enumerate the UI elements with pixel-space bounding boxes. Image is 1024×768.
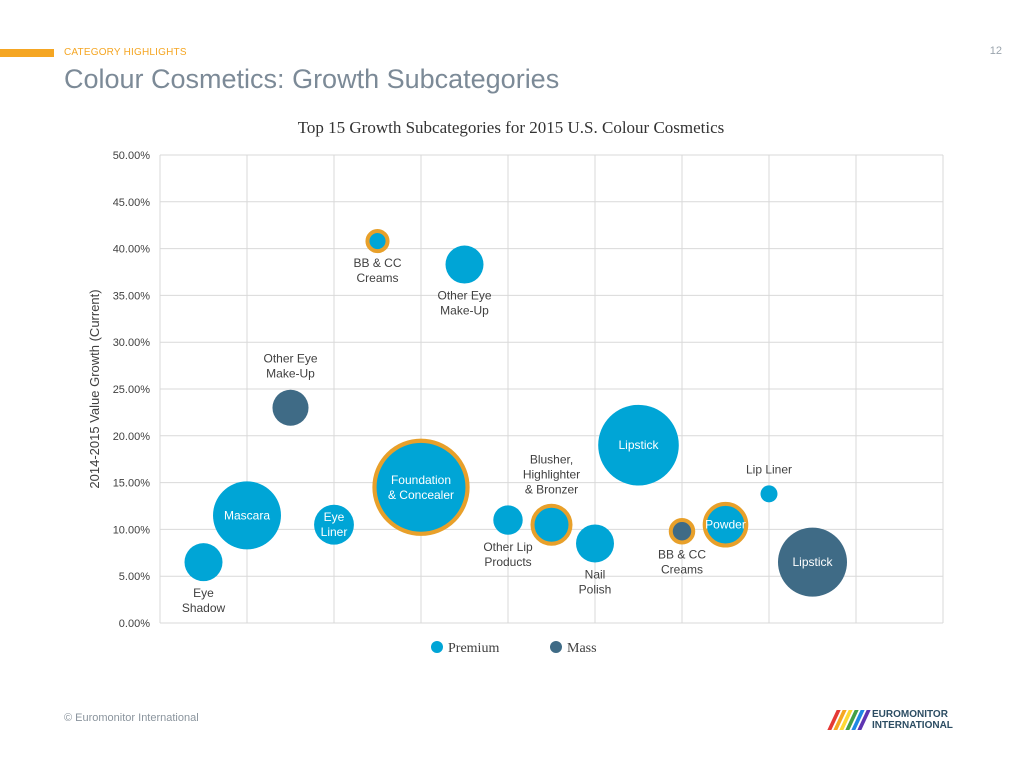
bubble	[445, 245, 484, 284]
bubble-label: BB & CC Creams	[658, 548, 706, 577]
y-tick-label: 20.00%	[113, 431, 151, 443]
y-tick-labels: 0.00% 5.00% 10.00% 15.00% 20.00% 25.00% 30.00%…	[113, 150, 151, 630]
bubble-label: Powder	[705, 518, 746, 532]
bubble-label: BB & CC Creams	[353, 256, 401, 285]
bubble	[314, 504, 354, 545]
bubble-label: Other Eye Make-Up	[437, 289, 491, 318]
y-tick-label: 25.00%	[113, 384, 151, 396]
data-labels: Eye Shadow Mascara Other Eye Make-Up Eye Liner…	[182, 256, 834, 615]
bubble	[372, 438, 470, 536]
bubble-label: Lipstick	[618, 438, 659, 452]
bubble	[213, 481, 281, 550]
y-tick-label: 45.00%	[113, 197, 151, 209]
copyright-text: © Euromonitor International	[64, 712, 199, 724]
y-tick-label: 0.00%	[119, 618, 150, 630]
bubble-label: Blusher, Highlighter & Bronzer	[523, 453, 580, 497]
y-axis-label: 2014-2015 Value Growth (Current)	[87, 289, 102, 488]
bubble-label: Foundation & Concealer	[388, 473, 454, 502]
legend-label: Premium	[448, 641, 499, 656]
accent-bar	[0, 49, 54, 57]
bubble	[576, 524, 614, 563]
bubble-label: Other Eye Make-Up	[263, 352, 317, 381]
legend-marker	[550, 641, 562, 653]
y-tick-label: 30.00%	[113, 337, 151, 349]
bubble-label: Other Lip Products	[483, 540, 533, 569]
bubble	[530, 503, 573, 546]
bubble	[702, 501, 749, 548]
bubble-label: Lipstick	[792, 555, 833, 569]
bubble	[598, 404, 679, 486]
y-tick-label: 15.00%	[113, 478, 151, 490]
bubble-label: Eye Liner	[321, 510, 348, 539]
bubble	[668, 518, 696, 545]
bubble-label: Lip Liner	[746, 462, 792, 476]
bubble	[365, 229, 390, 254]
slide-title: Colour Cosmetics: Growth Subcategories	[64, 64, 560, 94]
y-tick-label: 10.00%	[113, 524, 151, 536]
bubble	[493, 505, 523, 535]
category-label: CATEGORY HIGHLIGHTS	[64, 47, 187, 58]
bubbles	[184, 229, 848, 597]
y-tick-label: 40.00%	[113, 244, 151, 256]
y-tick-label: 50.00%	[113, 150, 151, 162]
legend-label: Mass	[567, 641, 597, 656]
logo-line-2: INTERNATIONAL	[872, 720, 953, 731]
chart-title: Top 15 Growth Subcategories for 2015 U.S…	[298, 118, 725, 137]
bubble-label: Mascara	[224, 508, 270, 522]
bubble	[760, 485, 778, 503]
logo-line-1: EUROMONITOR	[872, 709, 948, 720]
bubble-label: Eye Shadow	[182, 586, 226, 615]
page-number: 12	[989, 45, 1002, 57]
y-tick-label: 35.00%	[113, 290, 151, 302]
bubble-label: Nail Polish	[579, 567, 612, 596]
bubble-chart: Top 15 Growth Subcategories for 2015 U.S…	[87, 118, 944, 656]
y-tick-label: 5.00%	[119, 571, 150, 583]
bubble	[184, 543, 223, 582]
bubble	[777, 527, 848, 597]
euromonitor-logo: EUROMONITOR INTERNATIONAL	[827, 706, 968, 734]
legend: Premium Mass	[431, 641, 597, 656]
bubble	[272, 389, 309, 426]
legend-marker	[431, 641, 443, 653]
